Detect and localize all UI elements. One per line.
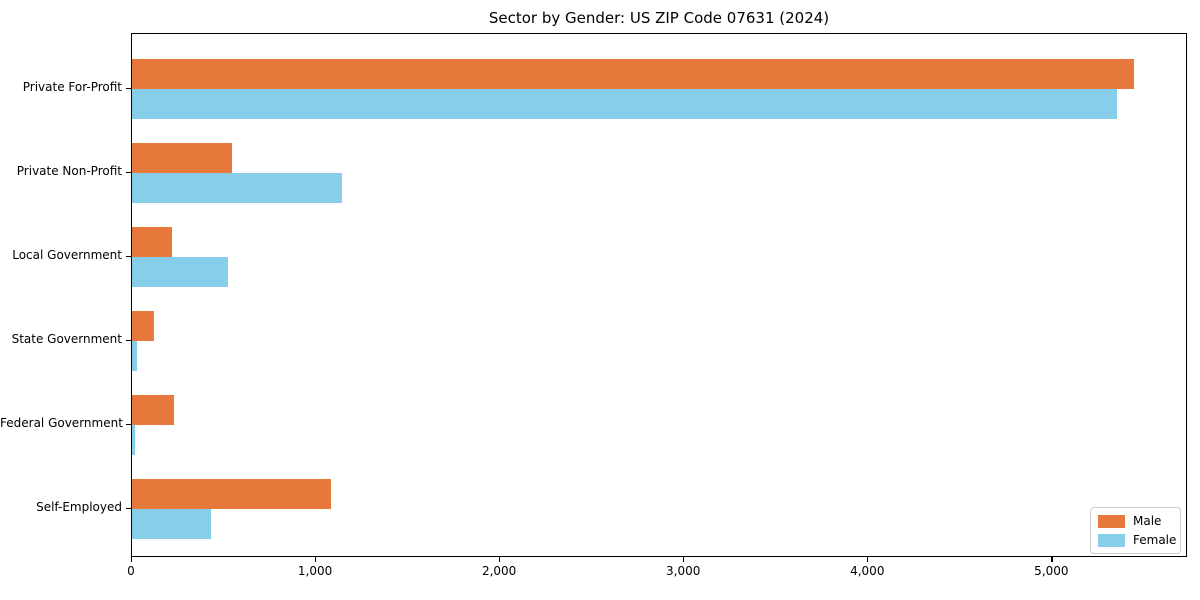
bar-male-1 [132,59,1134,89]
x-tick-mark [499,557,501,562]
bar-female-4 [132,341,137,371]
x-tick-label: 1,000 [297,564,333,578]
legend-swatch-male [1098,514,1125,528]
x-tick-label: 2,000 [481,564,517,578]
bar-female-6 [132,509,211,539]
x-tick-label: 3,000 [666,564,701,578]
legend-entry-female: Female [1098,533,1176,547]
bar-male-5 [132,395,174,425]
y-tick-label: Private For-Profit [22,80,122,94]
bar-male-3 [132,227,172,257]
x-tick-label: 4,000 [850,564,885,578]
x-tick-mark [131,557,133,562]
legend-swatch-female [1098,533,1125,547]
y-tick-mark [126,508,131,510]
y-tick-label: Self-Employed [36,500,122,514]
x-tick-label: 5,000 [1034,564,1069,578]
plot-area [131,33,1187,557]
y-tick-mark [126,340,131,342]
bar-male-6 [132,479,331,509]
bar-female-2 [132,173,342,203]
legend-label: Male [1133,514,1162,528]
x-tick-mark [1051,557,1053,562]
y-tick-mark [126,256,131,258]
y-tick-label: Local Government [12,248,122,262]
y-tick-label: State Government [11,332,122,346]
chart-title: Sector by Gender: US ZIP Code 07631 (202… [488,9,830,27]
bar-female-1 [132,89,1117,119]
bar-female-3 [132,257,228,287]
x-tick-label: 0 [127,564,135,578]
y-tick-label: Private Non-Profit [16,164,122,178]
y-tick-mark [126,88,131,90]
x-tick-mark [867,557,869,562]
y-tick-label: Federal Government [0,416,123,430]
bar-female-5 [132,425,135,455]
legend-label: Female [1133,533,1177,547]
legend-entry-male: Male [1098,514,1172,528]
bar-male-4 [132,311,154,341]
x-tick-mark [315,557,317,562]
y-tick-mark [126,424,131,426]
y-tick-mark [126,172,131,174]
x-tick-mark [683,557,685,562]
legend: Male Female [1090,507,1181,554]
bar-male-2 [132,143,232,173]
